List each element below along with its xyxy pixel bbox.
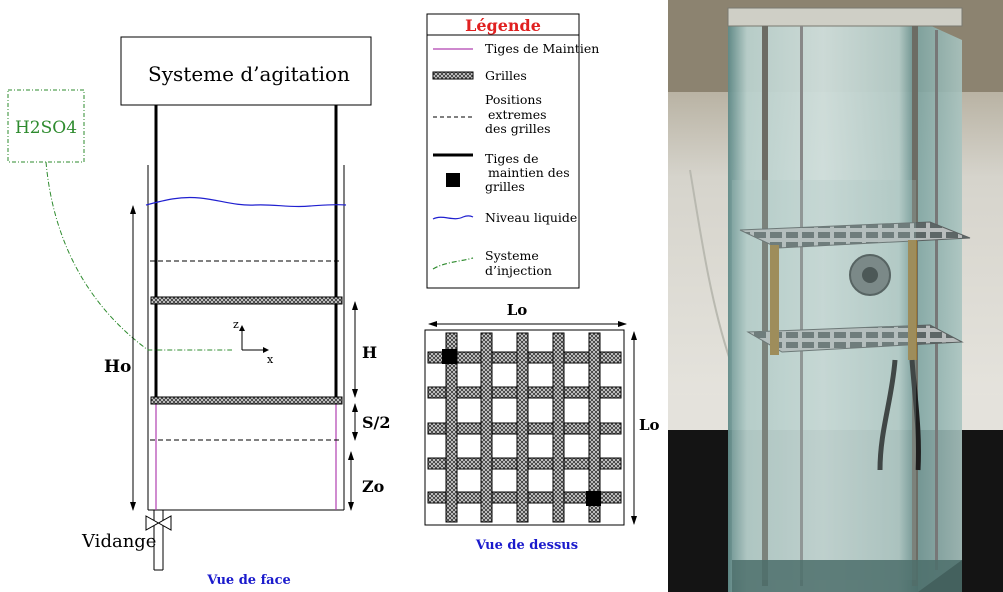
legend-item-injection: Systeme d’injection bbox=[432, 248, 552, 278]
axis-icon bbox=[239, 325, 269, 353]
agitation-system-box bbox=[120, 36, 372, 106]
top-view-height-label: Lo bbox=[639, 416, 660, 434]
liquid-level-line bbox=[145, 196, 347, 208]
grid-top-view bbox=[427, 332, 622, 523]
drain-valve-icon bbox=[145, 515, 172, 531]
top-view-caption: Vue de dessus bbox=[475, 538, 578, 553]
legend-label: grilles bbox=[485, 179, 525, 194]
legend-label: Grilles bbox=[485, 68, 527, 83]
injection-label: H2SO4 bbox=[15, 118, 77, 138]
dim-s2-label: S/2 bbox=[362, 413, 391, 432]
wavy-blue-line-icon bbox=[432, 215, 474, 220]
grid-lower bbox=[150, 396, 343, 405]
legend-label: Positions bbox=[485, 92, 542, 107]
drain-label: Vidange bbox=[81, 531, 156, 552]
legend-item-rods: Tiges de Maintien bbox=[433, 41, 599, 56]
legend-label: Tiges de Maintien bbox=[485, 41, 599, 56]
legend-label: d’injection bbox=[485, 263, 552, 278]
rod-square-top-left bbox=[442, 349, 457, 364]
thick-rod-square-icon bbox=[433, 153, 473, 187]
legend-label: Systeme bbox=[485, 248, 539, 263]
top-view-width-label: Lo bbox=[507, 301, 528, 319]
legend-label: extremes bbox=[488, 107, 547, 122]
axis-z-label: z bbox=[233, 318, 239, 331]
top-view: Lo Lo Vue de dessus bbox=[424, 301, 660, 553]
grid-hatch-icon bbox=[432, 71, 474, 80]
legend-frame bbox=[426, 13, 580, 289]
dim-ho-label: Ho bbox=[104, 357, 131, 377]
front-view: Systeme d’agitation H2SO4 z x bbox=[7, 36, 391, 588]
dim-zo-label: Zo bbox=[362, 477, 385, 496]
front-view-caption: Vue de face bbox=[206, 573, 291, 588]
injection-line bbox=[45, 161, 232, 351]
legend-label: Tiges de bbox=[485, 151, 539, 166]
legend-item-liquid-level: Niveau liquide bbox=[432, 210, 577, 225]
dim-h-label: H bbox=[362, 343, 377, 362]
rod-square-bottom-right bbox=[586, 491, 601, 506]
legend-item-grids: Grilles bbox=[432, 68, 527, 83]
legend-title-box bbox=[426, 13, 580, 36]
legend-label: Niveau liquide bbox=[485, 210, 577, 225]
green-dashdot-line-icon bbox=[432, 257, 474, 270]
tank-photo bbox=[668, 0, 1003, 592]
legend-item-extreme-positions: Positions extremes des grilles bbox=[433, 92, 551, 136]
legend-label: maintien des bbox=[488, 165, 570, 180]
legend-label: des grilles bbox=[485, 121, 551, 136]
legend: Légende Tiges de Maintien Grilles Positi… bbox=[426, 13, 599, 289]
agitation-system-label: Systeme d’agitation bbox=[148, 62, 350, 86]
axis-x-label: x bbox=[267, 353, 274, 366]
grid-upper bbox=[150, 296, 343, 305]
legend-title: Légende bbox=[465, 16, 541, 35]
legend-item-holding-rods: Tiges de maintien des grilles bbox=[433, 151, 570, 194]
